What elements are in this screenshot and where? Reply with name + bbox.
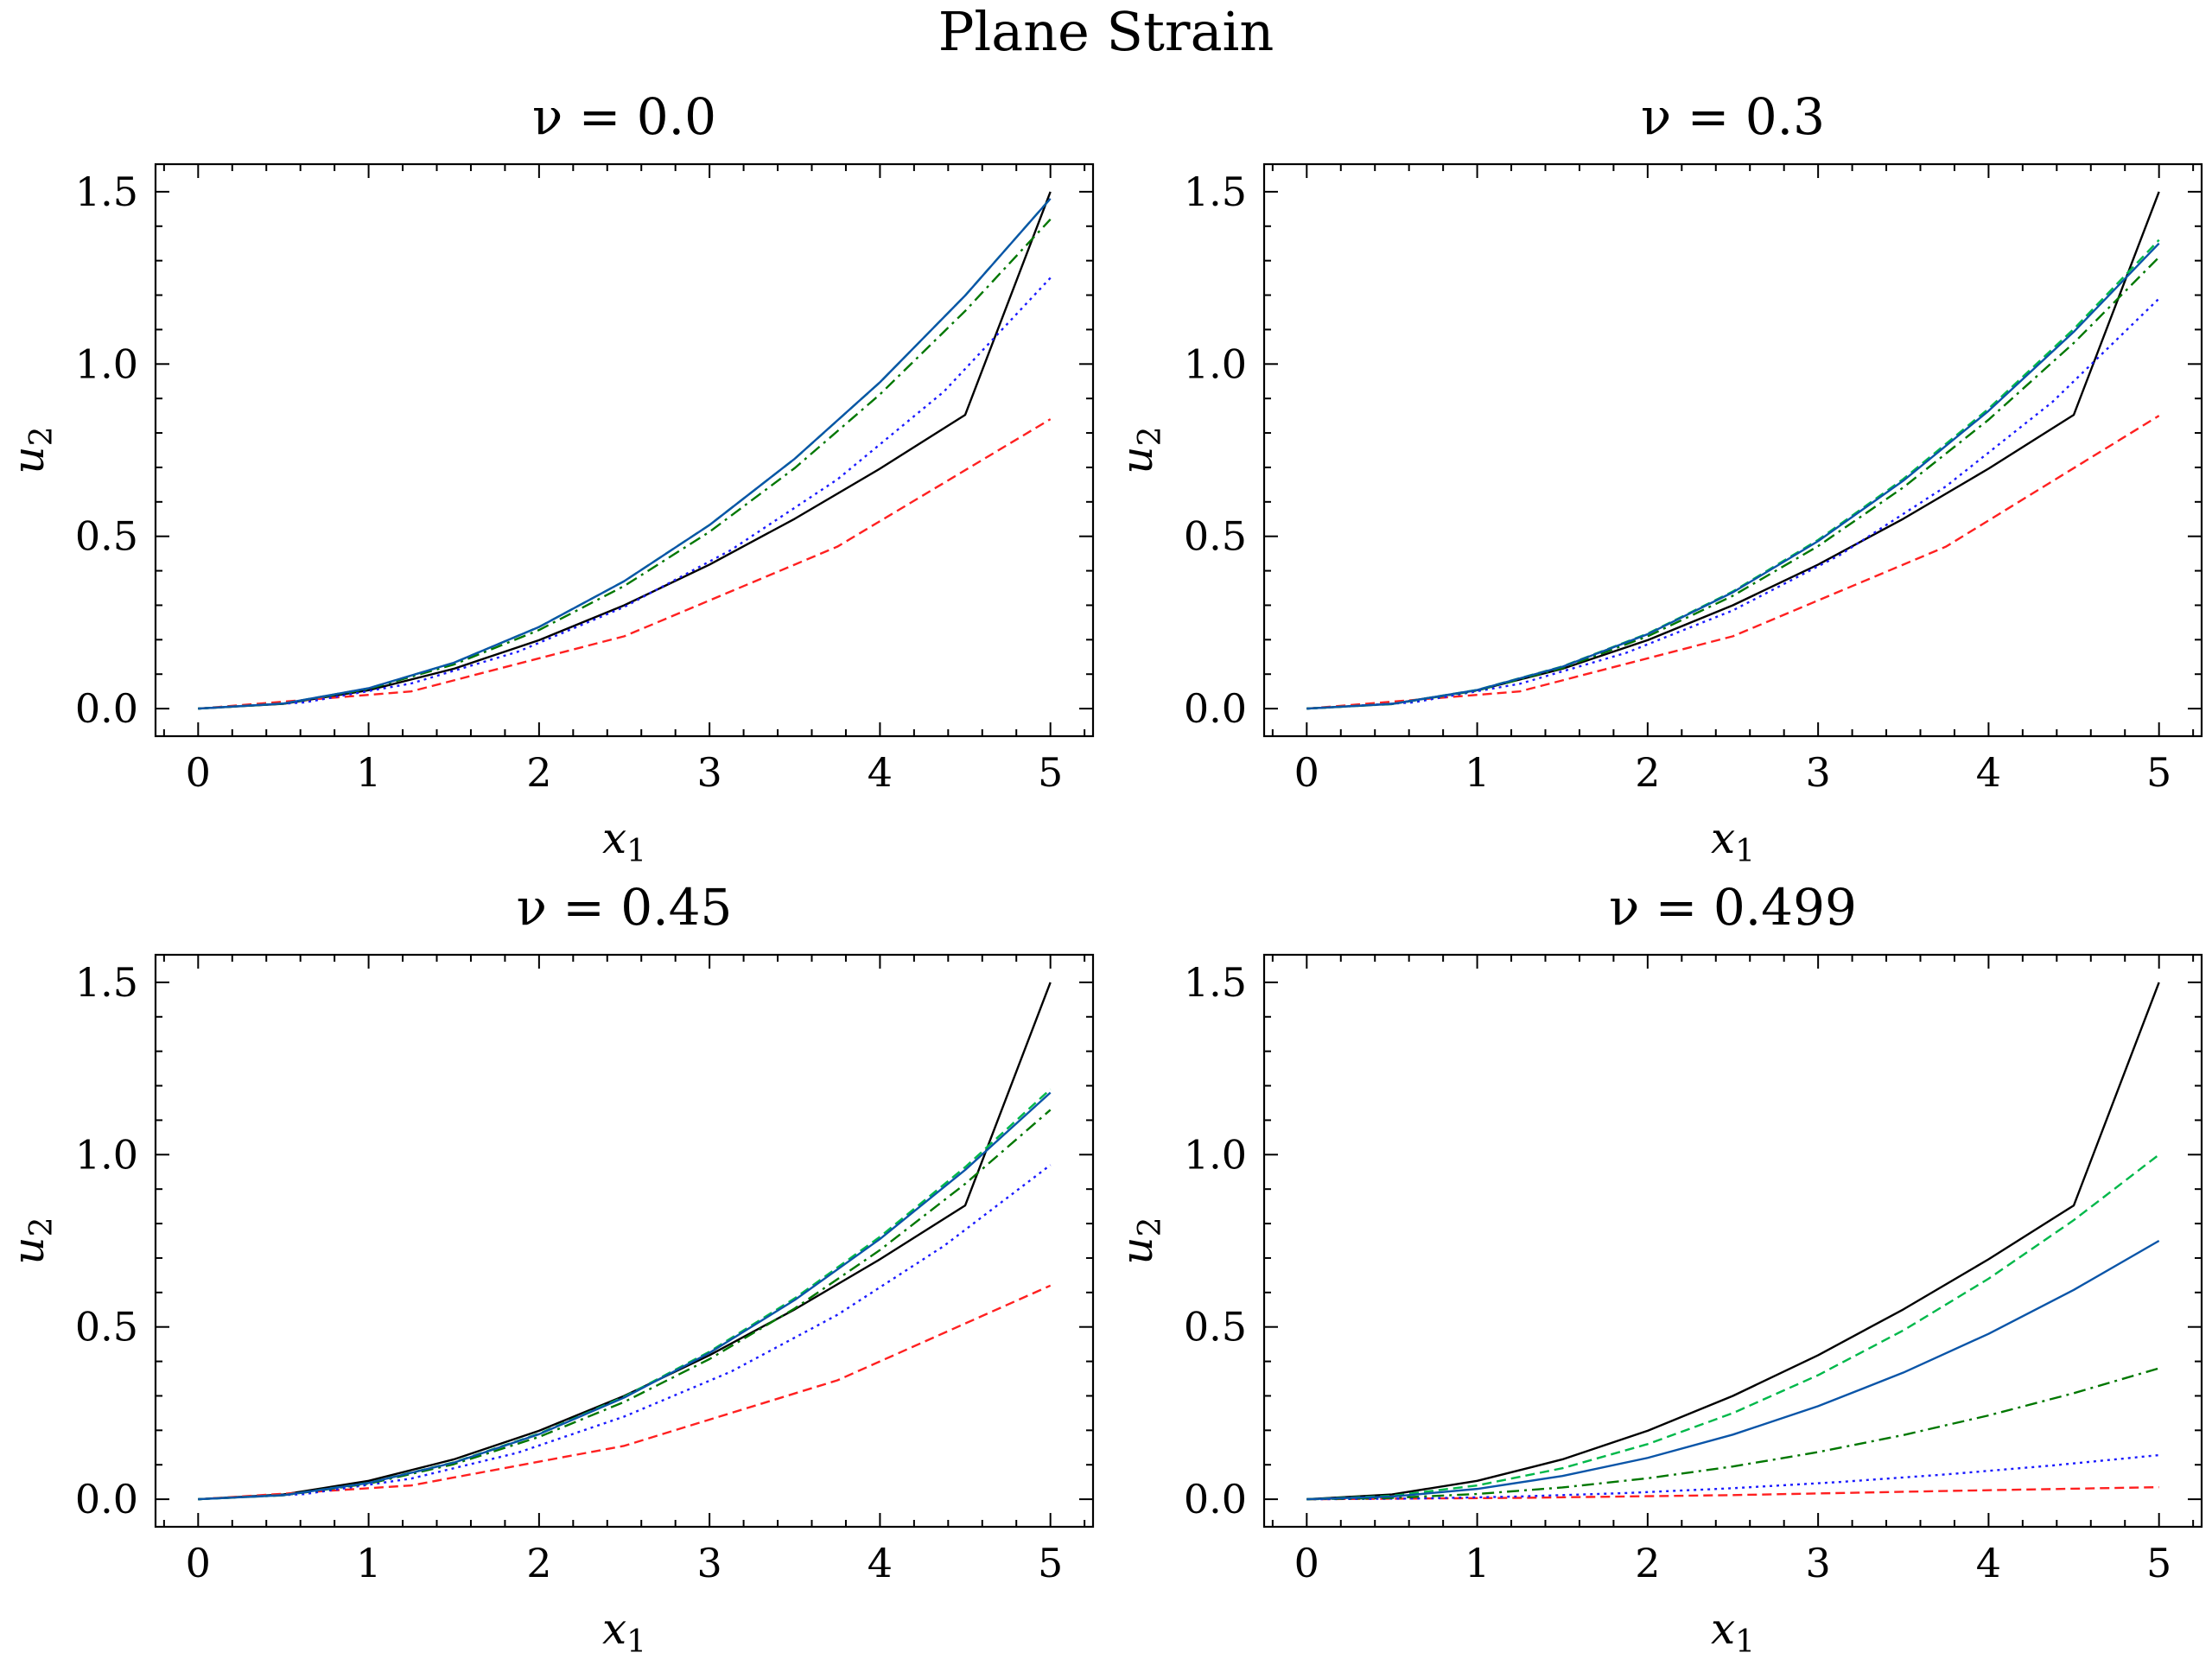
- series-line-6-solid: [198, 1091, 1052, 1501]
- series-line-4-dashdot: [1306, 256, 2160, 710]
- x-tick-label: 0: [186, 1540, 211, 1586]
- tick-marks: [1264, 955, 2202, 1527]
- x-tick-label: 1: [1465, 1540, 1490, 1586]
- subplot-title: ν = 0.45: [517, 878, 733, 937]
- x-tick-label: 5: [2146, 1540, 2171, 1586]
- y-tick-label: 1.0: [75, 340, 138, 387]
- x-tick-label: 5: [1038, 749, 1063, 796]
- series-line-2-dashed: [1306, 415, 2160, 710]
- y-tick-label: 0.0: [75, 1476, 138, 1522]
- x-tick-label: 4: [1976, 749, 2001, 796]
- series-line-5-dashed: [1306, 1154, 2160, 1501]
- plot-area: [198, 982, 1052, 1501]
- series-line-5-dashed: [1306, 238, 2160, 710]
- x-tick-label: 1: [356, 749, 381, 796]
- series-line-3-dotted: [198, 1164, 1052, 1501]
- series-line-6-solid: [198, 198, 1052, 710]
- x-tick-label: 2: [526, 1540, 551, 1586]
- series-line-5-dashed: [198, 1088, 1052, 1501]
- x-tick-label: 1: [356, 1540, 381, 1586]
- figure-suptitle: Plane Strain: [938, 0, 1274, 63]
- series-line-1-solid: [198, 191, 1052, 710]
- y-axis-label: u2: [1112, 1217, 1168, 1264]
- series-line-4-dashdot: [198, 1109, 1052, 1501]
- subplot-2: 0 1 2 3 4 5 0.0 0.5 1.0 1.5 ν = 0.3 x1 u2: [1112, 87, 2203, 869]
- tick-marks: [1264, 164, 2202, 736]
- y-axis-label: u2: [3, 426, 60, 474]
- subplot-4: 0 1 2 3 4 5 0.0 0.5 1.0 1.5 ν = 0.499 x1 u2: [1112, 878, 2203, 1659]
- x-tick-label: 0: [1294, 1540, 1319, 1586]
- x-tick-label: 0: [186, 749, 211, 796]
- subplot-1: 0 1 2 3 4 5 0.0 0.5 1.0 1.5 ν = 0.0 x1 u2: [3, 87, 1095, 869]
- y-tick-label: 1.5: [1184, 959, 1247, 1006]
- series-line-2-dashed: [1306, 1485, 2159, 1501]
- axes-frame: [154, 953, 1095, 1529]
- subplot-title: ν = 0.3: [1641, 87, 1825, 146]
- x-tick-label: 2: [1635, 1540, 1660, 1586]
- x-tick-label: 0: [1294, 749, 1319, 796]
- y-tick-label: 1.0: [75, 1131, 138, 1178]
- x-tick-label: 1: [1465, 749, 1490, 796]
- x-axis-label: x1: [1711, 813, 1755, 869]
- x-tick-label: 5: [2146, 749, 2171, 796]
- x-tick-label: 3: [696, 1540, 721, 1586]
- y-axis-label: u2: [1112, 426, 1168, 474]
- series-line-1-solid: [198, 982, 1052, 1501]
- subplot-title: ν = 0.499: [1609, 878, 1857, 937]
- x-axis-label: x1: [1711, 1604, 1755, 1659]
- axes-frame: [154, 162, 1095, 738]
- series-line-3-dotted: [198, 276, 1052, 710]
- plot-area: [198, 191, 1052, 710]
- y-tick-label: 0.5: [1184, 1304, 1247, 1351]
- y-tick-label: 1.0: [1184, 1131, 1247, 1178]
- series-line-6-solid: [1306, 1239, 2160, 1501]
- x-tick-label: 4: [868, 1540, 893, 1586]
- y-tick-label: 0.0: [75, 685, 138, 732]
- subplot-3: 0 1 2 3 4 5 0.0 0.5 1.0 1.5 ν = 0.45 x1 u2: [3, 878, 1095, 1659]
- x-tick-label: 3: [1805, 1540, 1830, 1586]
- x-tick-label: 2: [526, 749, 551, 796]
- x-tick-label: 4: [868, 749, 893, 796]
- y-axis-label: u2: [3, 1217, 60, 1264]
- plot-area: [1306, 191, 2160, 710]
- subplot-grid: 0 1 2 3 4 5 0.0 0.5 1.0 1.5 ν = 0.0 x1 u2 0 1 2 3 4 5 0.0 0.…: [3, 87, 2203, 1659]
- x-tick-label: 3: [1805, 749, 1830, 796]
- y-tick-label: 0.5: [75, 1304, 138, 1351]
- tick-marks: [156, 955, 1093, 1527]
- y-tick-label: 0.5: [75, 513, 138, 560]
- y-tick-label: 1.5: [75, 168, 138, 215]
- x-tick-label: 5: [1038, 1540, 1063, 1586]
- series-line-4-dashdot: [1306, 1367, 2160, 1501]
- series-line-1-solid: [1306, 191, 2160, 710]
- series-line-6-solid: [1306, 242, 2160, 710]
- axes-frame: [1262, 162, 2203, 738]
- x-tick-label: 2: [1635, 749, 1660, 796]
- x-tick-label: 4: [1976, 1540, 2001, 1586]
- x-axis-label: x1: [602, 1604, 646, 1659]
- series-line-1-solid: [1306, 982, 2160, 1501]
- y-tick-label: 1.5: [75, 959, 138, 1006]
- y-tick-label: 0.5: [1184, 513, 1247, 560]
- y-tick-label: 1.0: [1184, 340, 1247, 387]
- x-axis-label: x1: [602, 813, 646, 869]
- series-line-5-dashed: [198, 198, 1052, 710]
- tick-marks: [156, 164, 1093, 736]
- y-tick-label: 1.5: [1184, 168, 1247, 215]
- y-tick-label: 0.0: [1184, 685, 1247, 732]
- series-line-2-dashed: [198, 1284, 1052, 1501]
- x-tick-label: 3: [696, 749, 721, 796]
- subplot-title: ν = 0.0: [532, 87, 716, 146]
- series-line-2-dashed: [198, 418, 1052, 710]
- plot-area: [1306, 982, 2160, 1501]
- y-tick-label: 0.0: [1184, 1476, 1247, 1522]
- series-line-3-dotted: [1306, 297, 2160, 710]
- axes-frame: [1262, 953, 2203, 1529]
